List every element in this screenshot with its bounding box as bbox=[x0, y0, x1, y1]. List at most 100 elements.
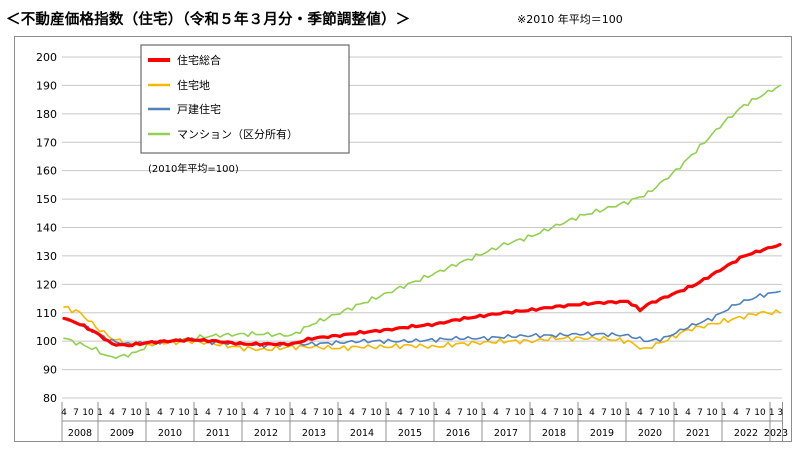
chart-frame bbox=[14, 36, 792, 442]
month-tick-label: 7 bbox=[505, 408, 511, 418]
month-tick-label: 4 bbox=[493, 408, 499, 418]
month-tick-label: 10 bbox=[274, 408, 286, 418]
y-tick-label: 80 bbox=[43, 392, 57, 405]
month-tick-label: 4 bbox=[157, 408, 163, 418]
month-tick-label: 7 bbox=[313, 408, 319, 418]
year-label: 2010 bbox=[158, 428, 182, 439]
month-tick-label: 4 bbox=[733, 408, 739, 418]
year-label: 2015 bbox=[398, 428, 422, 439]
month-tick-label: 10 bbox=[610, 408, 622, 418]
base-year-annotation: (2010年平均=100) bbox=[148, 162, 239, 175]
series-lines bbox=[62, 84, 782, 360]
month-tick-label: 4 bbox=[541, 408, 547, 418]
month-tick-label: 4 bbox=[61, 408, 67, 418]
month-tick-label: 7 bbox=[121, 408, 127, 418]
y-tick-label: 170 bbox=[36, 136, 57, 149]
month-tick-label: 1 bbox=[337, 408, 343, 418]
month-tick-label: 10 bbox=[418, 408, 430, 418]
y-tick-label: 200 bbox=[36, 51, 57, 64]
month-tick-label: 7 bbox=[361, 408, 367, 418]
month-tick-label-final: 1 3 bbox=[769, 408, 783, 418]
month-tick-label: 10 bbox=[754, 408, 766, 418]
month-tick-label: 1 bbox=[577, 408, 583, 418]
year-label: 2020 bbox=[638, 428, 662, 439]
year-label: 2018 bbox=[542, 428, 566, 439]
series-line-2 bbox=[63, 290, 781, 349]
year-label: 2021 bbox=[686, 428, 710, 439]
month-tick-label: 1 bbox=[97, 408, 103, 418]
month-tick-label: 1 bbox=[673, 408, 679, 418]
month-tick-label: 1 bbox=[481, 408, 487, 418]
month-tick-label: 10 bbox=[706, 408, 718, 418]
chart-title: ＜不動産価格指数（住宅）（令和５年３月分・季節調整値）＞ bbox=[6, 12, 411, 28]
month-tick-label: 10 bbox=[82, 408, 94, 418]
legend-label-3: マンション（区分所有） bbox=[177, 127, 298, 141]
month-tick-label: 7 bbox=[217, 408, 223, 418]
month-tick-label: 1 bbox=[385, 408, 391, 418]
legend-box bbox=[140, 44, 350, 154]
month-tick-label: 7 bbox=[409, 408, 415, 418]
month-tick-label: 10 bbox=[322, 408, 334, 418]
month-tick-label: 1 bbox=[529, 408, 535, 418]
y-tick-label: 140 bbox=[36, 222, 57, 235]
month-tick-label: 4 bbox=[205, 408, 211, 418]
month-tick-label: 10 bbox=[178, 408, 190, 418]
y-tick-labels: 80 90 100 110 120 130 140 150 160 170 180 190 200 bbox=[36, 51, 57, 405]
month-tick-label: 4 bbox=[397, 408, 403, 418]
x-axis-labels: 2008 2009 2010 2011 2012 2013 2014 2015 2016 2017… bbox=[61, 402, 788, 441]
month-tick-label: 7 bbox=[745, 408, 751, 418]
month-tick-label: 10 bbox=[514, 408, 526, 418]
month-tick-label: 1 bbox=[721, 408, 727, 418]
month-tick-label: 1 bbox=[433, 408, 439, 418]
year-label: 2011 bbox=[206, 428, 230, 439]
y-tick-label: 100 bbox=[36, 335, 57, 348]
y-tick-label: 110 bbox=[36, 307, 57, 320]
month-tick-label: 4 bbox=[253, 408, 259, 418]
y-tick-label: 90 bbox=[43, 364, 57, 377]
legend: 住宅総合 住宅地 戸建住宅 マンション（区分所有） bbox=[140, 44, 350, 154]
month-tick-label: 7 bbox=[649, 408, 655, 418]
series-line-3 bbox=[63, 84, 781, 360]
month-tick-label: 1 bbox=[241, 408, 247, 418]
y-tick-label: 150 bbox=[36, 193, 57, 206]
month-tick-label: 4 bbox=[445, 408, 451, 418]
month-tick-label: 4 bbox=[589, 408, 595, 418]
month-tick-label: 4 bbox=[685, 408, 691, 418]
month-tick-label: 7 bbox=[265, 408, 271, 418]
series-line-0 bbox=[62, 242, 782, 348]
month-tick-label: 1 bbox=[145, 408, 151, 418]
year-label: 2008 bbox=[68, 428, 92, 439]
legend-label-1: 住宅地 bbox=[177, 78, 210, 92]
year-label: 2019 bbox=[590, 428, 614, 439]
month-tick-label: 4 bbox=[349, 408, 355, 418]
month-tick-label: 7 bbox=[73, 408, 79, 418]
year-label: 2017 bbox=[494, 428, 518, 439]
month-tick-label: 7 bbox=[457, 408, 463, 418]
month-tick-label: 1 bbox=[625, 408, 631, 418]
month-tick-label: 4 bbox=[109, 408, 115, 418]
month-tick-label: 4 bbox=[301, 408, 307, 418]
month-tick-label: 7 bbox=[697, 408, 703, 418]
month-tick-label: 10 bbox=[226, 408, 238, 418]
month-tick-label: 7 bbox=[601, 408, 607, 418]
month-tick-label: 10 bbox=[658, 408, 670, 418]
month-tick-label: 10 bbox=[130, 408, 142, 418]
year-label: 2012 bbox=[254, 428, 278, 439]
month-tick-label: 7 bbox=[553, 408, 559, 418]
year-label: 2013 bbox=[302, 428, 326, 439]
y-tick-label: 120 bbox=[36, 278, 57, 291]
year-label: 2014 bbox=[350, 428, 374, 439]
legend-label-2: 戸建住宅 bbox=[177, 102, 221, 116]
month-tick-label: 10 bbox=[466, 408, 478, 418]
year-label: 2016 bbox=[446, 428, 470, 439]
y-tick-label: 160 bbox=[36, 165, 57, 178]
month-tick-label: 7 bbox=[169, 408, 175, 418]
y-tick-label: 180 bbox=[36, 108, 57, 121]
month-tick-label: 1 bbox=[193, 408, 199, 418]
month-tick-label: 10 bbox=[370, 408, 382, 418]
y-tick-label: 130 bbox=[36, 250, 57, 263]
month-tick-label: 1 bbox=[289, 408, 295, 418]
month-tick-label: 4 bbox=[637, 408, 643, 418]
year-label: 2023 bbox=[764, 428, 788, 439]
